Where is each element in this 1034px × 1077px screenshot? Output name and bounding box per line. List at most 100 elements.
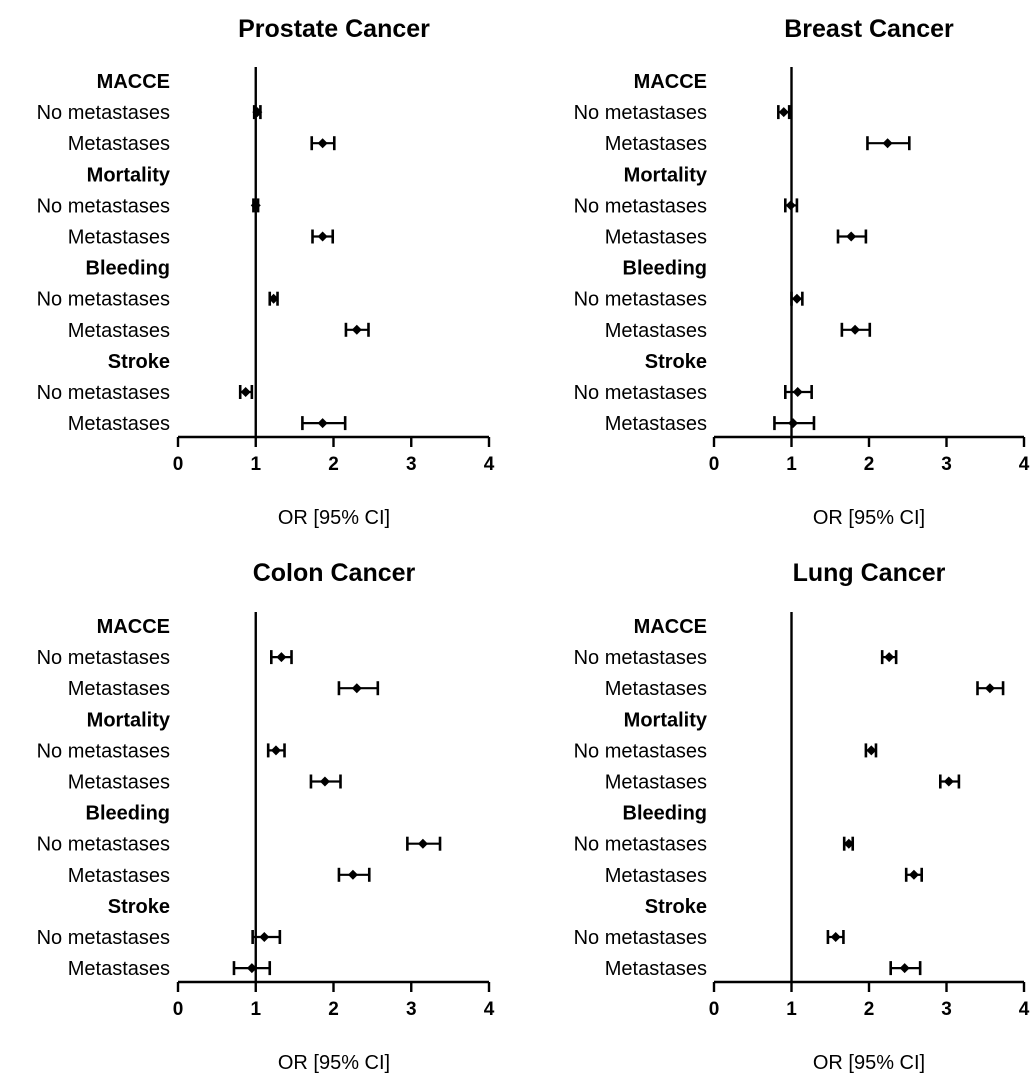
or-point (843, 838, 854, 849)
panel-title: Lung Cancer (793, 559, 946, 587)
or-point (882, 138, 893, 149)
or-point (240, 387, 251, 397)
row-label: Metastases (605, 320, 707, 342)
x-axis-label: OR [95% CI] (813, 1052, 925, 1074)
x-tick-label: 3 (941, 999, 952, 1020)
x-tick-label: 2 (864, 999, 875, 1020)
group-label: Mortality (624, 709, 708, 731)
row-label: No metastases (574, 740, 707, 762)
row-label: No metastases (37, 740, 170, 762)
forest-panel: Lung Cancer MACCE No metastases Metastases M… (574, 559, 1030, 1074)
or-point (846, 231, 857, 242)
or-point (347, 869, 358, 880)
group-label: Stroke (108, 351, 170, 373)
row-label: Metastases (605, 678, 707, 700)
or-point (908, 869, 919, 880)
x-tick-label: 4 (1019, 454, 1030, 475)
or-point (246, 963, 257, 974)
row-label: Metastases (605, 958, 707, 980)
or-point (317, 418, 328, 429)
row-label: Metastases (68, 227, 170, 249)
row-label: No metastases (37, 195, 170, 217)
group-label: MACCE (634, 71, 707, 93)
x-axis-label: OR [95% CI] (278, 1052, 390, 1074)
group-label: Bleeding (623, 258, 707, 280)
or-point (259, 932, 270, 942)
row-label: Metastases (68, 958, 170, 980)
group-label: Bleeding (86, 258, 170, 280)
or-point (899, 963, 910, 974)
x-tick-label: 4 (1019, 999, 1030, 1020)
or-point (943, 776, 954, 787)
group-label: MACCE (634, 616, 707, 638)
panel-title: Breast Cancer (784, 15, 954, 43)
group-label: MACCE (97, 71, 170, 93)
row-label: No metastases (37, 927, 170, 949)
group-label: Bleeding (86, 803, 170, 825)
x-tick-label: 0 (173, 454, 184, 475)
x-tick-label: 3 (406, 454, 417, 475)
x-tick-label: 0 (173, 999, 184, 1020)
or-point (792, 387, 803, 397)
row-label: No metastases (37, 834, 170, 856)
forest-panel: Colon Cancer MACCE No metastases Metastases… (37, 559, 495, 1074)
x-tick-label: 1 (786, 999, 797, 1020)
or-point (417, 838, 428, 849)
x-axis-label: OR [95% CI] (278, 507, 390, 529)
row-label: No metastases (574, 382, 707, 404)
group-label: Mortality (87, 164, 171, 186)
row-label: Metastases (68, 320, 170, 342)
row-label: Metastases (68, 678, 170, 700)
or-point (791, 293, 802, 304)
row-label: No metastases (37, 102, 170, 124)
x-tick-label: 2 (328, 454, 339, 475)
row-label: No metastases (37, 382, 170, 404)
row-label: No metastases (574, 195, 707, 217)
x-tick-label: 3 (406, 999, 417, 1020)
or-point (850, 324, 861, 335)
row-label: No metastases (574, 927, 707, 949)
row-label: No metastases (574, 289, 707, 311)
row-label: Metastases (605, 227, 707, 249)
or-point (830, 932, 841, 942)
x-tick-label: 2 (864, 454, 875, 475)
row-label: Metastases (68, 772, 170, 794)
forest-panel: Breast Cancer MACCE No metastases Metastase… (574, 15, 1030, 529)
row-label: Metastases (68, 413, 170, 435)
x-tick-label: 1 (250, 454, 261, 475)
x-tick-label: 2 (328, 999, 339, 1020)
group-label: MACCE (97, 616, 170, 638)
or-point (778, 107, 789, 118)
group-label: Stroke (108, 896, 170, 918)
or-point (984, 683, 995, 694)
forest-panel: Prostate Cancer MACCE No metastases Metasta… (37, 15, 495, 529)
group-label: Mortality (624, 164, 708, 186)
x-tick-label: 4 (484, 999, 495, 1020)
row-label: Metastases (605, 865, 707, 887)
x-axis-label: OR [95% CI] (813, 507, 925, 529)
row-label: No metastases (37, 289, 170, 311)
x-tick-label: 1 (786, 454, 797, 475)
row-label: Metastases (68, 865, 170, 887)
row-label: No metastases (574, 102, 707, 124)
or-point (276, 652, 287, 663)
x-tick-label: 0 (709, 454, 720, 475)
row-label: No metastases (37, 647, 170, 669)
row-label: Metastases (68, 133, 170, 155)
row-label: No metastases (574, 834, 707, 856)
or-point (270, 745, 281, 756)
group-label: Stroke (645, 896, 707, 918)
or-point (319, 776, 330, 787)
row-label: Metastases (605, 133, 707, 155)
row-label: No metastases (574, 647, 707, 669)
or-point (317, 231, 328, 242)
or-point (884, 652, 895, 663)
row-label: Metastases (605, 772, 707, 794)
or-point (317, 138, 328, 149)
panel-title: Prostate Cancer (238, 15, 430, 43)
or-point (351, 683, 362, 694)
group-label: Bleeding (623, 803, 707, 825)
panel-title: Colon Cancer (253, 559, 416, 587)
x-tick-label: 4 (484, 454, 495, 475)
